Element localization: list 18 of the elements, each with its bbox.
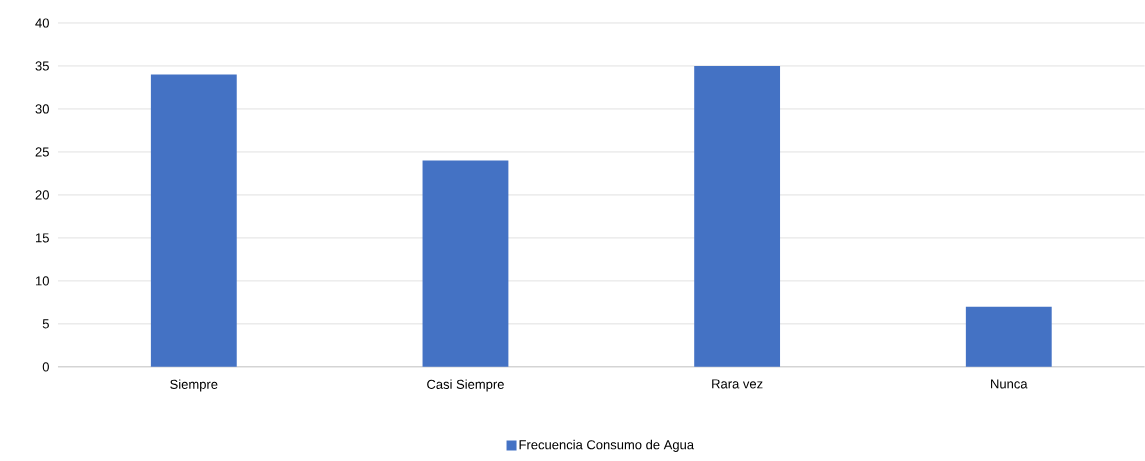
y-tick-label: 15 bbox=[35, 233, 49, 243]
x-tick-label: Rara vez bbox=[712, 379, 763, 389]
bar bbox=[422, 160, 509, 367]
x-tick-label: Nunca bbox=[991, 379, 1028, 389]
x-tick-label: Casi Siempre bbox=[427, 379, 504, 392]
bar bbox=[150, 74, 237, 367]
y-tick-label: 5 bbox=[42, 319, 49, 329]
bar bbox=[694, 66, 781, 367]
legend-label: Frecuencia Consumo de Agua bbox=[519, 439, 695, 453]
y-tick-label: 20 bbox=[35, 190, 49, 200]
y-tick-label: 0 bbox=[42, 362, 49, 372]
x-tick-label: Siempre bbox=[170, 379, 218, 392]
y-tick-label: 35 bbox=[35, 61, 49, 71]
y-tick-label: 25 bbox=[35, 147, 49, 157]
y-tick-label: 30 bbox=[35, 104, 49, 114]
y-tick-label: 40 bbox=[35, 18, 49, 28]
y-tick-label: 10 bbox=[35, 276, 49, 286]
bar bbox=[965, 306, 1052, 367]
